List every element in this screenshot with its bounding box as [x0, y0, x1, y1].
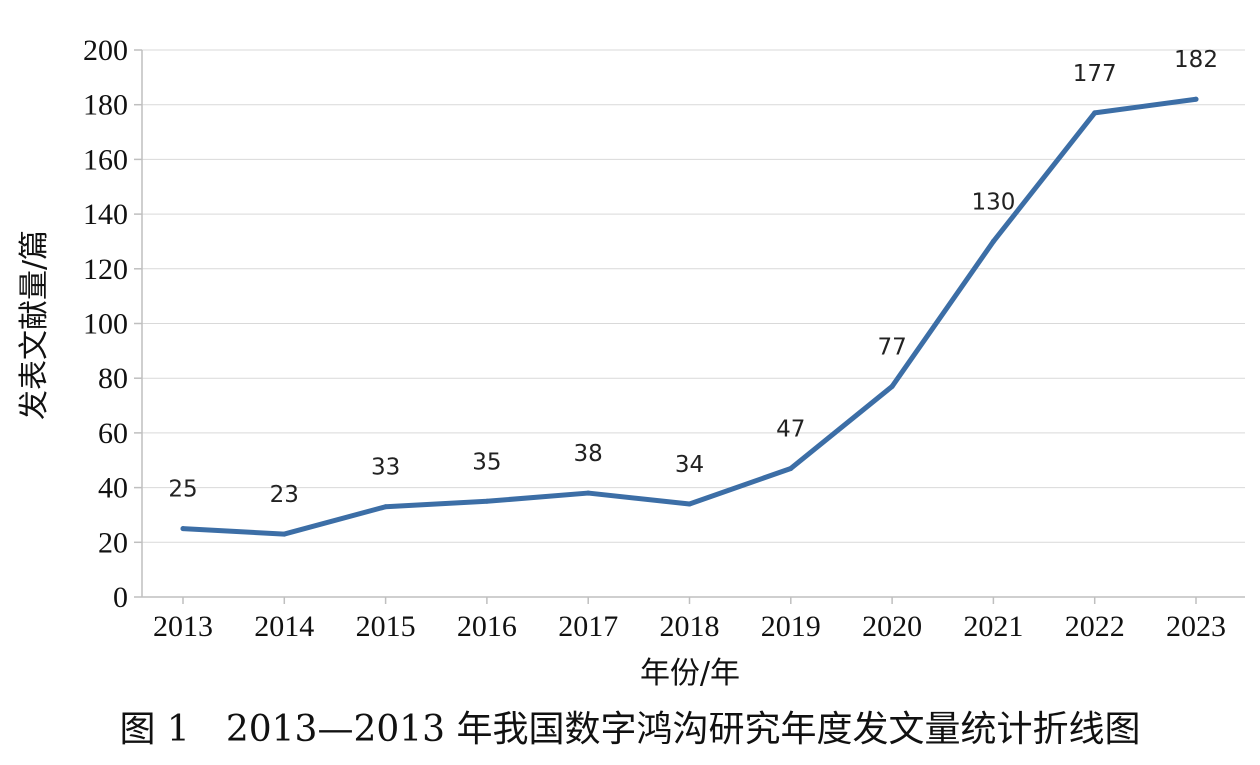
data-point-2021	[990, 238, 996, 244]
x-tick-label: 2014	[254, 610, 314, 643]
data-point-2019	[788, 465, 794, 471]
data-label-2017: 38	[574, 441, 603, 467]
x-tick-label: 2016	[457, 610, 517, 643]
data-point-2023	[1193, 96, 1199, 102]
data-label-2023: 182	[1174, 47, 1218, 73]
data-point-2015	[383, 504, 389, 510]
gridlines	[142, 49, 1245, 543]
data-label-2013: 25	[168, 477, 197, 503]
axes	[134, 49, 1245, 604]
series	[180, 96, 1199, 537]
data-label-2021: 130	[971, 189, 1015, 215]
data-label-2019: 47	[776, 416, 805, 442]
data-label-2020: 77	[877, 334, 906, 360]
line-chart: 0 20 40 60 80 100 120 140 160 180 200 2013 2014 2015…	[17, 34, 1245, 691]
y-axis-title: 发表文献量/篇	[17, 230, 52, 420]
y-tick-label: 120	[83, 253, 128, 286]
x-tick-label: 2023	[1166, 610, 1226, 643]
x-tick-label: 2018	[660, 610, 720, 643]
y-tick-label: 60	[98, 417, 128, 450]
figure-caption: 图 1 2013—2013 年我国数字鸿沟研究年度发文量统计折线图	[119, 709, 1141, 750]
x-tick-label: 2013	[153, 610, 213, 643]
data-label-2015: 33	[371, 455, 400, 481]
data-label-2014: 23	[270, 482, 299, 508]
data-point-2020	[889, 383, 895, 389]
y-tick-label: 20	[98, 526, 128, 559]
data-label-2016: 35	[472, 449, 501, 475]
data-point-2022	[1092, 110, 1098, 116]
x-tick-label: 2019	[761, 610, 821, 643]
data-label-2022: 177	[1073, 61, 1117, 87]
x-tick-label: 2020	[862, 610, 922, 643]
data-label-2018: 34	[675, 452, 704, 478]
x-tick-label: 2017	[558, 610, 618, 643]
x-tick-label: 2015	[356, 610, 416, 643]
x-tick-label: 2022	[1065, 610, 1125, 643]
y-tick-label: 140	[83, 198, 128, 231]
y-tick-label: 100	[83, 308, 128, 341]
y-tick-label: 200	[83, 34, 128, 67]
y-tick-label: 160	[83, 143, 128, 176]
y-tick-label: 80	[98, 362, 128, 395]
data-point-2014	[281, 531, 287, 537]
y-tick-label: 180	[83, 89, 128, 122]
y-tick-label: 40	[98, 472, 128, 505]
data-point-2018	[687, 501, 692, 507]
data-labels: 25 23 33 35 38 34 47 77 130 177 182	[168, 47, 1218, 508]
data-point-2016	[484, 498, 490, 504]
data-point-2017	[585, 490, 591, 496]
x-tick-label: 2021	[963, 610, 1023, 643]
data-point-2013	[180, 526, 186, 532]
x-axis-title: 年份/年	[640, 656, 740, 691]
x-tick-labels: 2013 2014 2015 2016 2017 2018 2019 2020 2021 2022…	[153, 610, 1226, 643]
y-tick-labels: 0 20 40 60 80 100 120 140 160 180 200	[83, 34, 128, 614]
y-tick-label: 0	[113, 581, 128, 614]
